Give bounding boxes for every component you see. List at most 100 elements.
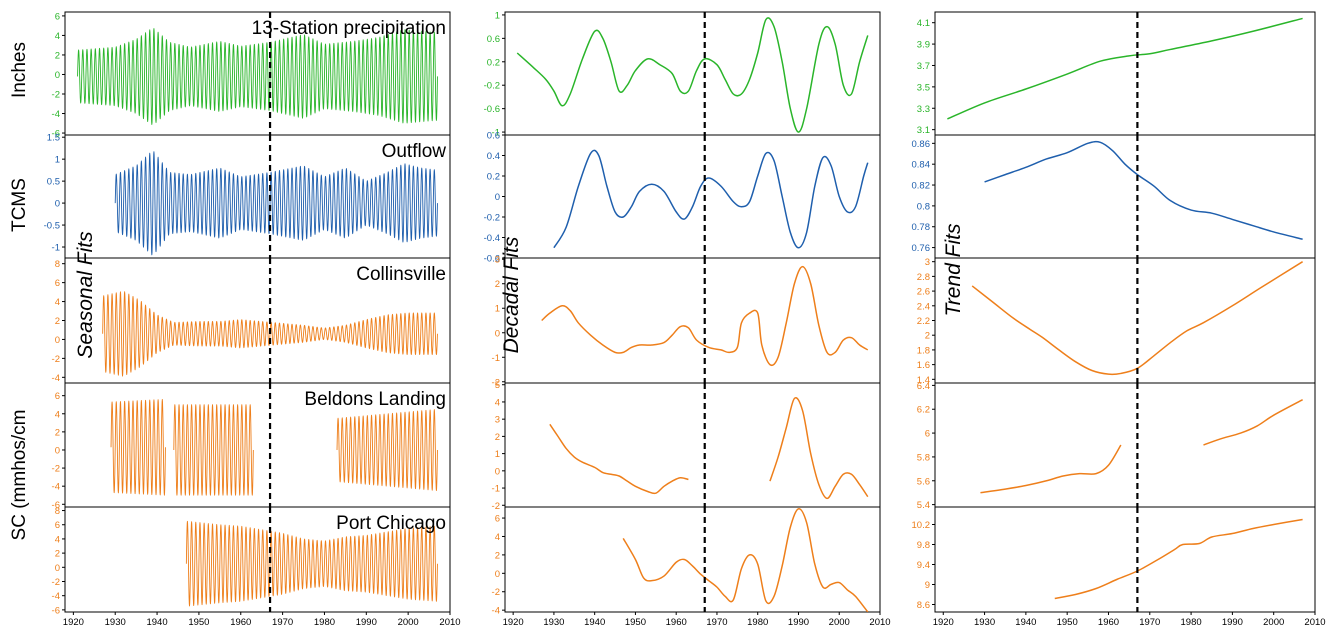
panel-2-2: 3 2.8 2.6 2.4 2.2 2 1.8 1.6 1.4 (917, 257, 1316, 386)
panel-title: Collinsville (356, 264, 446, 285)
y-tick-label: 3.5 (917, 82, 930, 93)
y-tick-label: -4 (52, 373, 60, 384)
y-tick-label: 0.6 (487, 34, 500, 45)
plot-area (541, 265, 869, 367)
y-tick-label: 6.2 (917, 405, 930, 416)
y-tick-label: 9.4 (917, 560, 930, 571)
y-tick-label: 2 (495, 432, 500, 443)
x-tick-label: 1970 (272, 617, 293, 628)
column-label-trend: Trend Fits (942, 223, 965, 316)
series-line-0 (1054, 518, 1303, 600)
x-tick-label: 1980 (314, 617, 335, 628)
y-tick-label: 1.6 (917, 360, 930, 371)
y-tick-label: -0.5 (44, 221, 60, 232)
panel-2-0: 4.1 3.9 3.7 3.5 3.3 3.1 (917, 11, 1316, 136)
y-tick-label: 0 (55, 563, 60, 574)
series-line-0 (622, 508, 869, 612)
plot-area (984, 140, 1303, 240)
y-tick-label: -0.2 (484, 81, 500, 92)
plot-area (971, 261, 1304, 376)
y-tick-label: 8 (55, 259, 60, 270)
panel-title: Port Chicago (336, 513, 446, 534)
y-tick-label: 3.3 (917, 104, 930, 115)
plot-area (185, 520, 438, 607)
y-tick-label: 3 (495, 255, 500, 266)
y-tick-label: -6 (52, 500, 60, 511)
y-tick-label: -6 (52, 605, 60, 616)
y-tick-label: 9 (925, 580, 930, 591)
y-tick-label: 1 (495, 10, 500, 21)
panel-title: Beldons Landing (304, 389, 446, 410)
y-tick-label: -0.2 (484, 213, 500, 224)
y-tick-label: -2 (52, 90, 60, 101)
panel-2-1: 0.86 0.84 0.82 0.8 0.78 0.76 (912, 134, 1316, 259)
y-tick-label: 6 (495, 514, 500, 525)
x-tick-label: 1930 (543, 617, 564, 628)
series-line-0 (549, 423, 689, 495)
y-tick-label: 0 (55, 70, 60, 81)
y-tick-label: -2 (52, 464, 60, 475)
x-tick-label: 1980 (747, 617, 768, 628)
y-tick-label: 0.8 (917, 201, 930, 212)
y-tick-label: 10.2 (912, 520, 931, 531)
plot-area (947, 17, 1303, 120)
y-tick-label: 2 (55, 427, 60, 438)
series-line-0 (984, 140, 1303, 240)
y-tick-label: 2 (55, 50, 60, 61)
y-tick-label: -0.4 (484, 233, 500, 244)
y-tick-label: 6.4 (917, 381, 930, 392)
series-line-0 (114, 151, 438, 256)
panel-frame (504, 257, 881, 384)
y-tick-label: -1 (492, 128, 500, 139)
series-line-1 (1203, 399, 1303, 446)
y-tick-label: 0 (495, 466, 500, 477)
y-tick-label: 2.2 (917, 316, 930, 327)
y-tick-label: 1 (495, 304, 500, 315)
y-tick-label: 2 (55, 549, 60, 560)
panel-0-1: 1.5 1 0.5 0 -0.5 -1 Outflow (44, 133, 451, 259)
y-tick-label: -4 (52, 591, 60, 602)
y-tick-label: 4 (495, 532, 500, 543)
series-line-0 (541, 265, 869, 367)
y-tick-label: 4 (495, 397, 500, 408)
x-tick-label: 1970 (1139, 617, 1160, 628)
y-tick-label: 0.86 (912, 139, 931, 150)
series-line-0 (553, 149, 869, 249)
series-line-0 (980, 444, 1122, 494)
x-tick-label: 2000 (1263, 617, 1284, 628)
series-line-0 (516, 17, 869, 133)
x-tick-label: 2010 (1304, 617, 1325, 628)
x-tick-label: 1940 (1015, 617, 1036, 628)
x-tick-label: 1950 (625, 617, 646, 628)
y-tick-label: 2 (495, 279, 500, 290)
series-line-0 (947, 17, 1303, 120)
plot-area (110, 399, 438, 496)
x-tick-label: 1990 (788, 617, 809, 628)
plot-area (549, 397, 869, 500)
y-tick-label: 8 (55, 506, 60, 517)
y-tick-label: -4 (52, 109, 60, 120)
y-tick-label: -2 (492, 587, 500, 598)
y-tick-label: -2 (492, 377, 500, 388)
x-tick-label: 2010 (439, 617, 460, 628)
series-line-0 (77, 28, 438, 125)
y-tick-label: 0 (55, 199, 60, 210)
plot-area (114, 151, 438, 256)
x-tick-label: 1960 (1098, 617, 1119, 628)
panel-frame (934, 257, 1316, 384)
panel-frame (934, 382, 1316, 508)
x-tick-label: 1940 (146, 617, 167, 628)
y-tick-label: 5 (495, 380, 500, 391)
y-tick-label: 4 (55, 409, 60, 420)
y-tick-label: 0.82 (912, 181, 931, 192)
x-tick-label: 1990 (1222, 617, 1243, 628)
y-tick-label: 8.6 (917, 600, 930, 611)
ylabel-tcms: TCMS (9, 178, 30, 232)
x-tick-label: 1970 (706, 617, 727, 628)
y-tick-label: 0.78 (912, 222, 931, 233)
x-tick-label: 1930 (105, 617, 126, 628)
panel-frame (934, 506, 1316, 613)
y-tick-label: 3.7 (917, 61, 930, 72)
